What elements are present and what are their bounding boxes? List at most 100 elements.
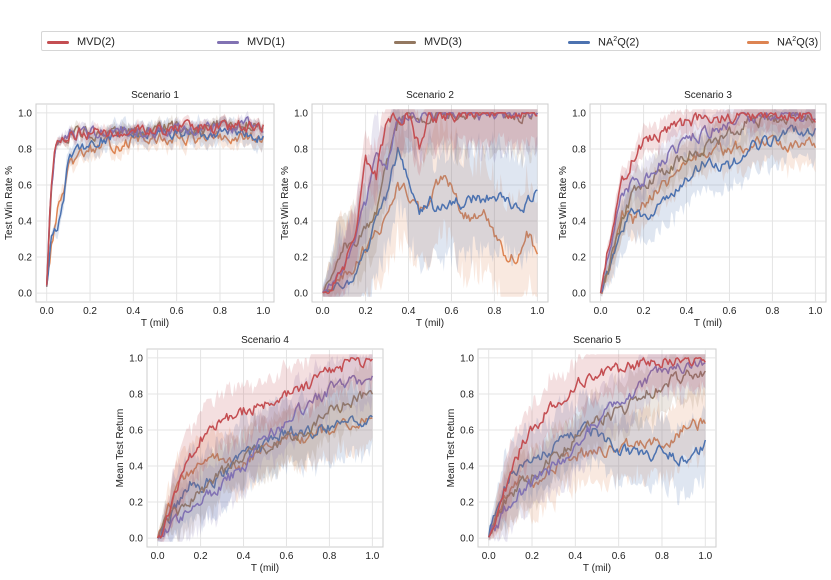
y-tick-label: 0.0 (18, 289, 32, 300)
x-tick-label: 0.8 (213, 306, 227, 317)
x-tick-label: 1.0 (256, 306, 270, 317)
y-tick-label: 0.2 (294, 253, 308, 264)
y-axis-label: Test Win Rate % (558, 166, 569, 240)
x-axis-label: T (mil) (583, 563, 611, 574)
line-mvd3 (156, 390, 374, 539)
legend-swatch (47, 40, 69, 44)
y-tick-label: 0.6 (129, 425, 143, 436)
chart-title: Scenario 5 (573, 335, 621, 346)
x-tick-label: 0.8 (322, 551, 336, 562)
line-na2q3 (156, 417, 373, 539)
band-mvd2 (322, 109, 538, 297)
y-axis-label: Mean Test Return (115, 409, 126, 488)
y-tick-label: 0.0 (572, 289, 586, 300)
x-axis-label: T (mil) (251, 563, 279, 574)
band-na2q3 (46, 122, 264, 288)
series-group (599, 109, 817, 297)
y-tick-label: 0.8 (18, 144, 32, 155)
line-mvd2 (488, 357, 706, 538)
y-tick-label: 0.0 (460, 534, 474, 545)
y-tick-label: 0.4 (294, 217, 308, 228)
band-na2q3 (600, 110, 816, 297)
band-na2q2 (322, 109, 538, 297)
y-tick-label: 0.4 (572, 217, 586, 228)
x-tick-label: 0.2 (359, 306, 373, 317)
x-axis-label: T (mil) (141, 318, 169, 329)
series-group (487, 354, 707, 542)
x-tick-label: 1.0 (698, 551, 712, 562)
series-group (45, 110, 265, 288)
y-axis-label: Test Win Rate % (280, 166, 291, 240)
y-tick-label: 0.2 (460, 498, 474, 509)
y-tick-label: 0.8 (294, 144, 308, 155)
x-tick-label: 0.2 (525, 551, 539, 562)
y-tick-label: 0.6 (460, 425, 474, 436)
line-mvd2 (45, 119, 265, 286)
y-tick-label: 0.4 (460, 462, 474, 473)
band-mvd3 (600, 109, 816, 295)
band-mvd1 (600, 109, 816, 295)
y-tick-label: 1.0 (129, 353, 143, 364)
line-mvd1 (157, 374, 374, 539)
x-tick-label: 1.0 (365, 551, 379, 562)
band-mvd2 (488, 354, 706, 540)
band-mvd3 (322, 109, 538, 297)
line-na2q2 (157, 414, 373, 539)
line-mvd2 (156, 357, 373, 539)
y-tick-label: 0.2 (129, 498, 143, 509)
x-tick-label: 0.6 (445, 306, 459, 317)
y-tick-label: 1.0 (460, 353, 474, 364)
y-tick-label: 0.6 (18, 180, 32, 191)
chart-scenario-5: 0.0 0.2 0.4 0.6 0.8 1.0 0.0 0.2 0.4 0.6 0.8 1.0 Scen… (446, 335, 717, 574)
x-tick-label: 0.8 (765, 306, 779, 317)
y-tick-label: 0.4 (129, 462, 143, 473)
y-tick-label: 0.0 (294, 289, 308, 300)
band-mvd1 (488, 354, 706, 542)
x-tick-label: 0.6 (723, 306, 737, 317)
x-tick-label: 1.0 (808, 306, 822, 317)
legend-item-mvd1: MVD(1) (217, 32, 285, 52)
y-tick-label: 0.6 (294, 180, 308, 191)
y-tick-label: 0.8 (129, 389, 143, 400)
x-tick-label: 0.2 (83, 306, 97, 317)
x-tick-label: 0.4 (680, 306, 694, 317)
line-na2q3 (45, 130, 265, 287)
band-na2q2 (600, 109, 816, 297)
x-tick-label: 0.0 (594, 306, 608, 317)
line-na2q2 (600, 124, 817, 294)
x-tick-label: 0.4 (126, 306, 140, 317)
legend-label: MVD(1) (247, 36, 285, 48)
line-mvd1 (488, 358, 706, 538)
x-tick-label: 0.6 (612, 551, 626, 562)
chart-scenario-1: 0.0 0.2 0.4 0.6 0.8 1.0 0.0 0.2 0.4 0.6 0.8 1.0 Scen… (4, 90, 275, 329)
series-group (156, 354, 374, 542)
chart-title: Scenario 4 (241, 335, 289, 346)
y-tick-label: 1.0 (294, 108, 308, 119)
y-axis-label: Mean Test Return (446, 409, 457, 488)
x-tick-label: 0.8 (655, 551, 669, 562)
legend-swatch (747, 40, 769, 44)
line-mvd2 (322, 112, 538, 294)
y-axis-label: Test Win Rate % (4, 166, 15, 240)
y-tick-label: 0.6 (572, 180, 586, 191)
band-mvd1 (322, 109, 538, 297)
y-tick-label: 0.2 (18, 253, 32, 264)
y-tick-label: 0.0 (129, 534, 143, 545)
x-tick-label: 0.2 (637, 306, 651, 317)
legend-label: NA2Q(2) (598, 35, 640, 49)
x-tick-label: 0.0 (40, 306, 54, 317)
band-na2q3 (157, 384, 373, 541)
x-axis-label: T (mil) (416, 318, 444, 329)
legend-label: MVD(2) (77, 36, 115, 48)
band-mvd2 (157, 354, 373, 542)
plot-area (477, 348, 717, 548)
x-tick-label: 0.2 (194, 551, 208, 562)
chart-scenario-3: 0.0 0.2 0.4 0.6 0.8 1.0 0.0 0.2 0.4 0.6 0.8 1.0 Scen… (558, 90, 827, 329)
chart-scenario-4: 0.0 0.2 0.4 0.6 0.8 1.0 0.0 0.2 0.4 0.6 0.8 1.0 Scen… (115, 335, 384, 574)
legend: MVD(2) MVD(1) MVD(3) NA2Q(2) NA2Q(3) (41, 31, 821, 51)
legend-item-na2q2: NA2Q(2) (568, 32, 639, 52)
chart-scenario-2: 0.0 0.2 0.4 0.6 0.8 1.0 0.0 0.2 0.4 0.6 0.8 1.0 Scen… (280, 90, 549, 329)
line-mvd3 (599, 112, 817, 294)
x-tick-label: 1.0 (530, 306, 544, 317)
